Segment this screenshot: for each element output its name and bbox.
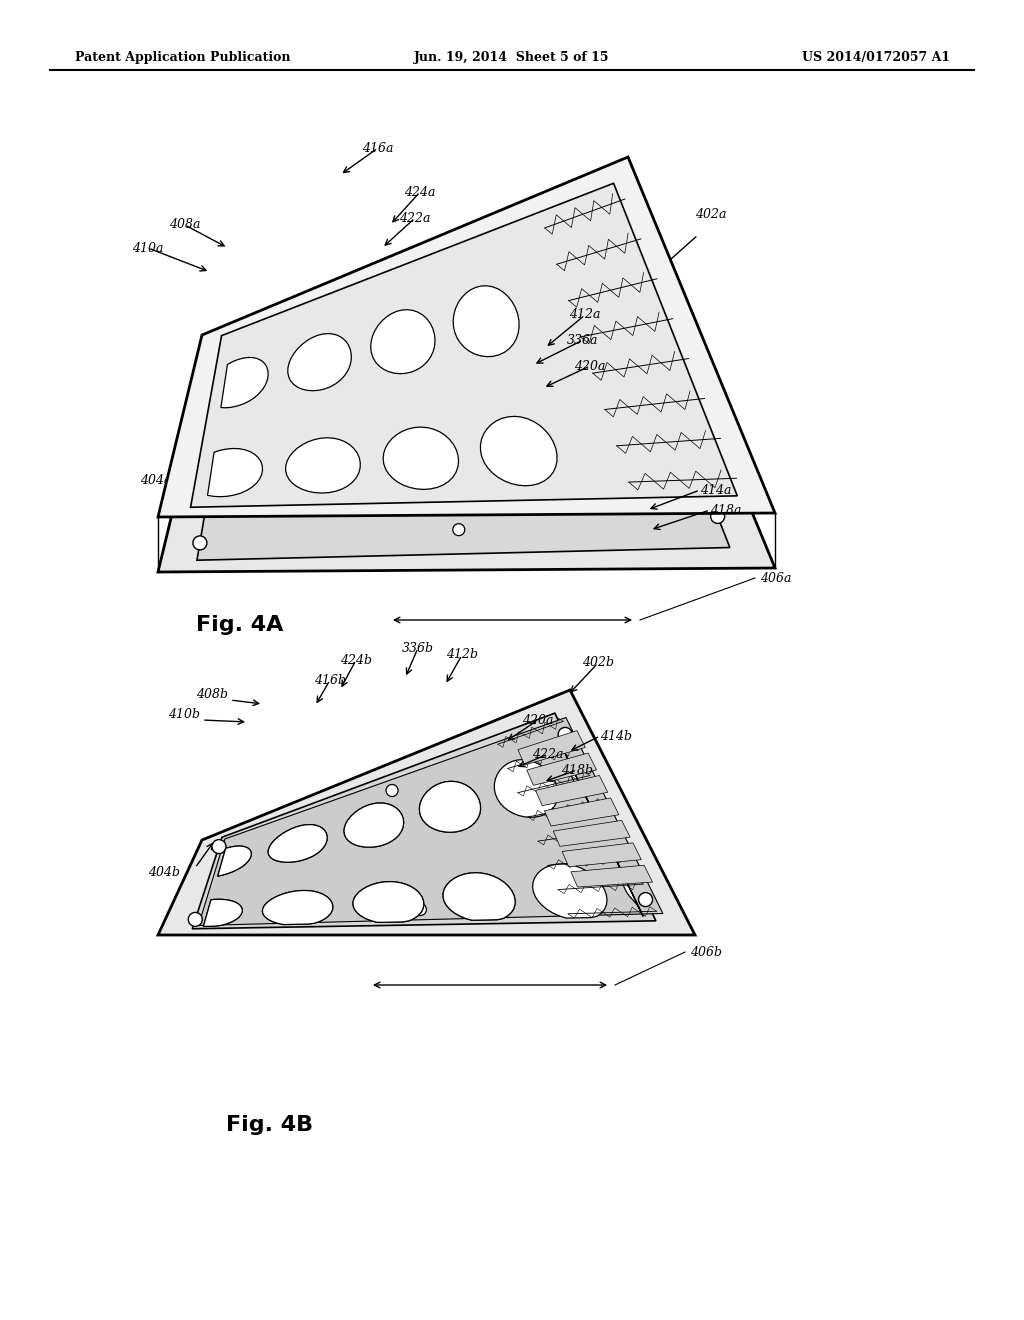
Polygon shape [268,825,328,862]
Polygon shape [158,690,695,935]
Text: 416a: 416a [362,141,394,154]
Polygon shape [454,286,519,356]
Circle shape [216,401,229,416]
Polygon shape [158,157,775,517]
Text: 422a: 422a [532,747,564,760]
Text: 406b: 406b [690,945,722,958]
Polygon shape [353,882,424,923]
Text: 424b: 424b [340,653,372,667]
Polygon shape [615,858,643,916]
Polygon shape [553,820,630,846]
Polygon shape [190,183,737,507]
Polygon shape [262,891,333,924]
Polygon shape [443,873,515,920]
Text: 404b: 404b [148,866,180,879]
Text: 408a: 408a [169,219,201,231]
Text: 406a: 406a [760,572,792,585]
Polygon shape [218,846,251,876]
Polygon shape [204,899,243,927]
Text: Patent Application Publication: Patent Application Publication [75,51,291,65]
Text: 424a: 424a [404,186,436,198]
Polygon shape [545,797,618,826]
Circle shape [417,335,429,347]
Polygon shape [197,243,730,560]
Text: 412a: 412a [569,309,601,322]
Text: 418a: 418a [710,503,741,516]
Polygon shape [562,842,641,867]
Polygon shape [344,803,403,847]
Polygon shape [615,858,643,916]
Text: 336b: 336b [402,642,434,655]
Text: 412b: 412b [446,648,478,661]
Polygon shape [562,746,591,807]
Text: Jun. 19, 2014  Sheet 5 of 15: Jun. 19, 2014 Sheet 5 of 15 [415,51,609,65]
Polygon shape [344,803,403,847]
Circle shape [639,892,652,907]
Polygon shape [495,759,558,817]
Polygon shape [420,781,480,833]
Polygon shape [443,873,515,920]
Polygon shape [353,882,424,923]
Polygon shape [218,846,251,876]
Polygon shape [571,865,652,887]
Text: 402a: 402a [695,209,726,222]
Polygon shape [208,449,262,496]
Text: 422a: 422a [399,211,431,224]
Circle shape [386,784,398,796]
Text: 418b: 418b [561,763,593,776]
Polygon shape [383,428,459,490]
Polygon shape [532,863,607,917]
Circle shape [188,912,203,927]
Polygon shape [526,752,597,785]
Circle shape [415,903,426,916]
Text: Fig. 4A: Fig. 4A [197,615,284,635]
Text: 416b: 416b [314,673,346,686]
Text: 410a: 410a [132,242,164,255]
Circle shape [711,510,725,524]
Polygon shape [562,746,591,807]
Circle shape [558,727,572,742]
Text: 414b: 414b [600,730,632,742]
Circle shape [453,524,465,536]
Text: 420a: 420a [522,714,554,726]
Text: Fig. 4B: Fig. 4B [226,1115,313,1135]
Polygon shape [268,825,328,862]
Polygon shape [199,718,663,925]
Text: US 2014/0172057 A1: US 2014/0172057 A1 [802,51,950,65]
Text: 410b: 410b [168,708,200,721]
Text: 404a: 404a [140,474,171,487]
Polygon shape [288,334,351,391]
Polygon shape [420,781,480,833]
Polygon shape [371,310,435,374]
Circle shape [615,268,630,281]
Polygon shape [221,358,268,408]
Text: 408b: 408b [196,688,228,701]
Text: 420a: 420a [574,359,606,372]
Polygon shape [286,438,360,494]
Polygon shape [262,891,333,924]
Circle shape [212,840,226,854]
Polygon shape [193,713,656,929]
Text: 402b: 402b [582,656,614,669]
Text: 336a: 336a [567,334,599,346]
Polygon shape [158,213,775,572]
Polygon shape [518,730,586,766]
Polygon shape [204,899,243,927]
Text: 414a: 414a [700,483,731,496]
Circle shape [193,536,207,550]
Polygon shape [536,775,607,805]
Polygon shape [480,416,557,486]
